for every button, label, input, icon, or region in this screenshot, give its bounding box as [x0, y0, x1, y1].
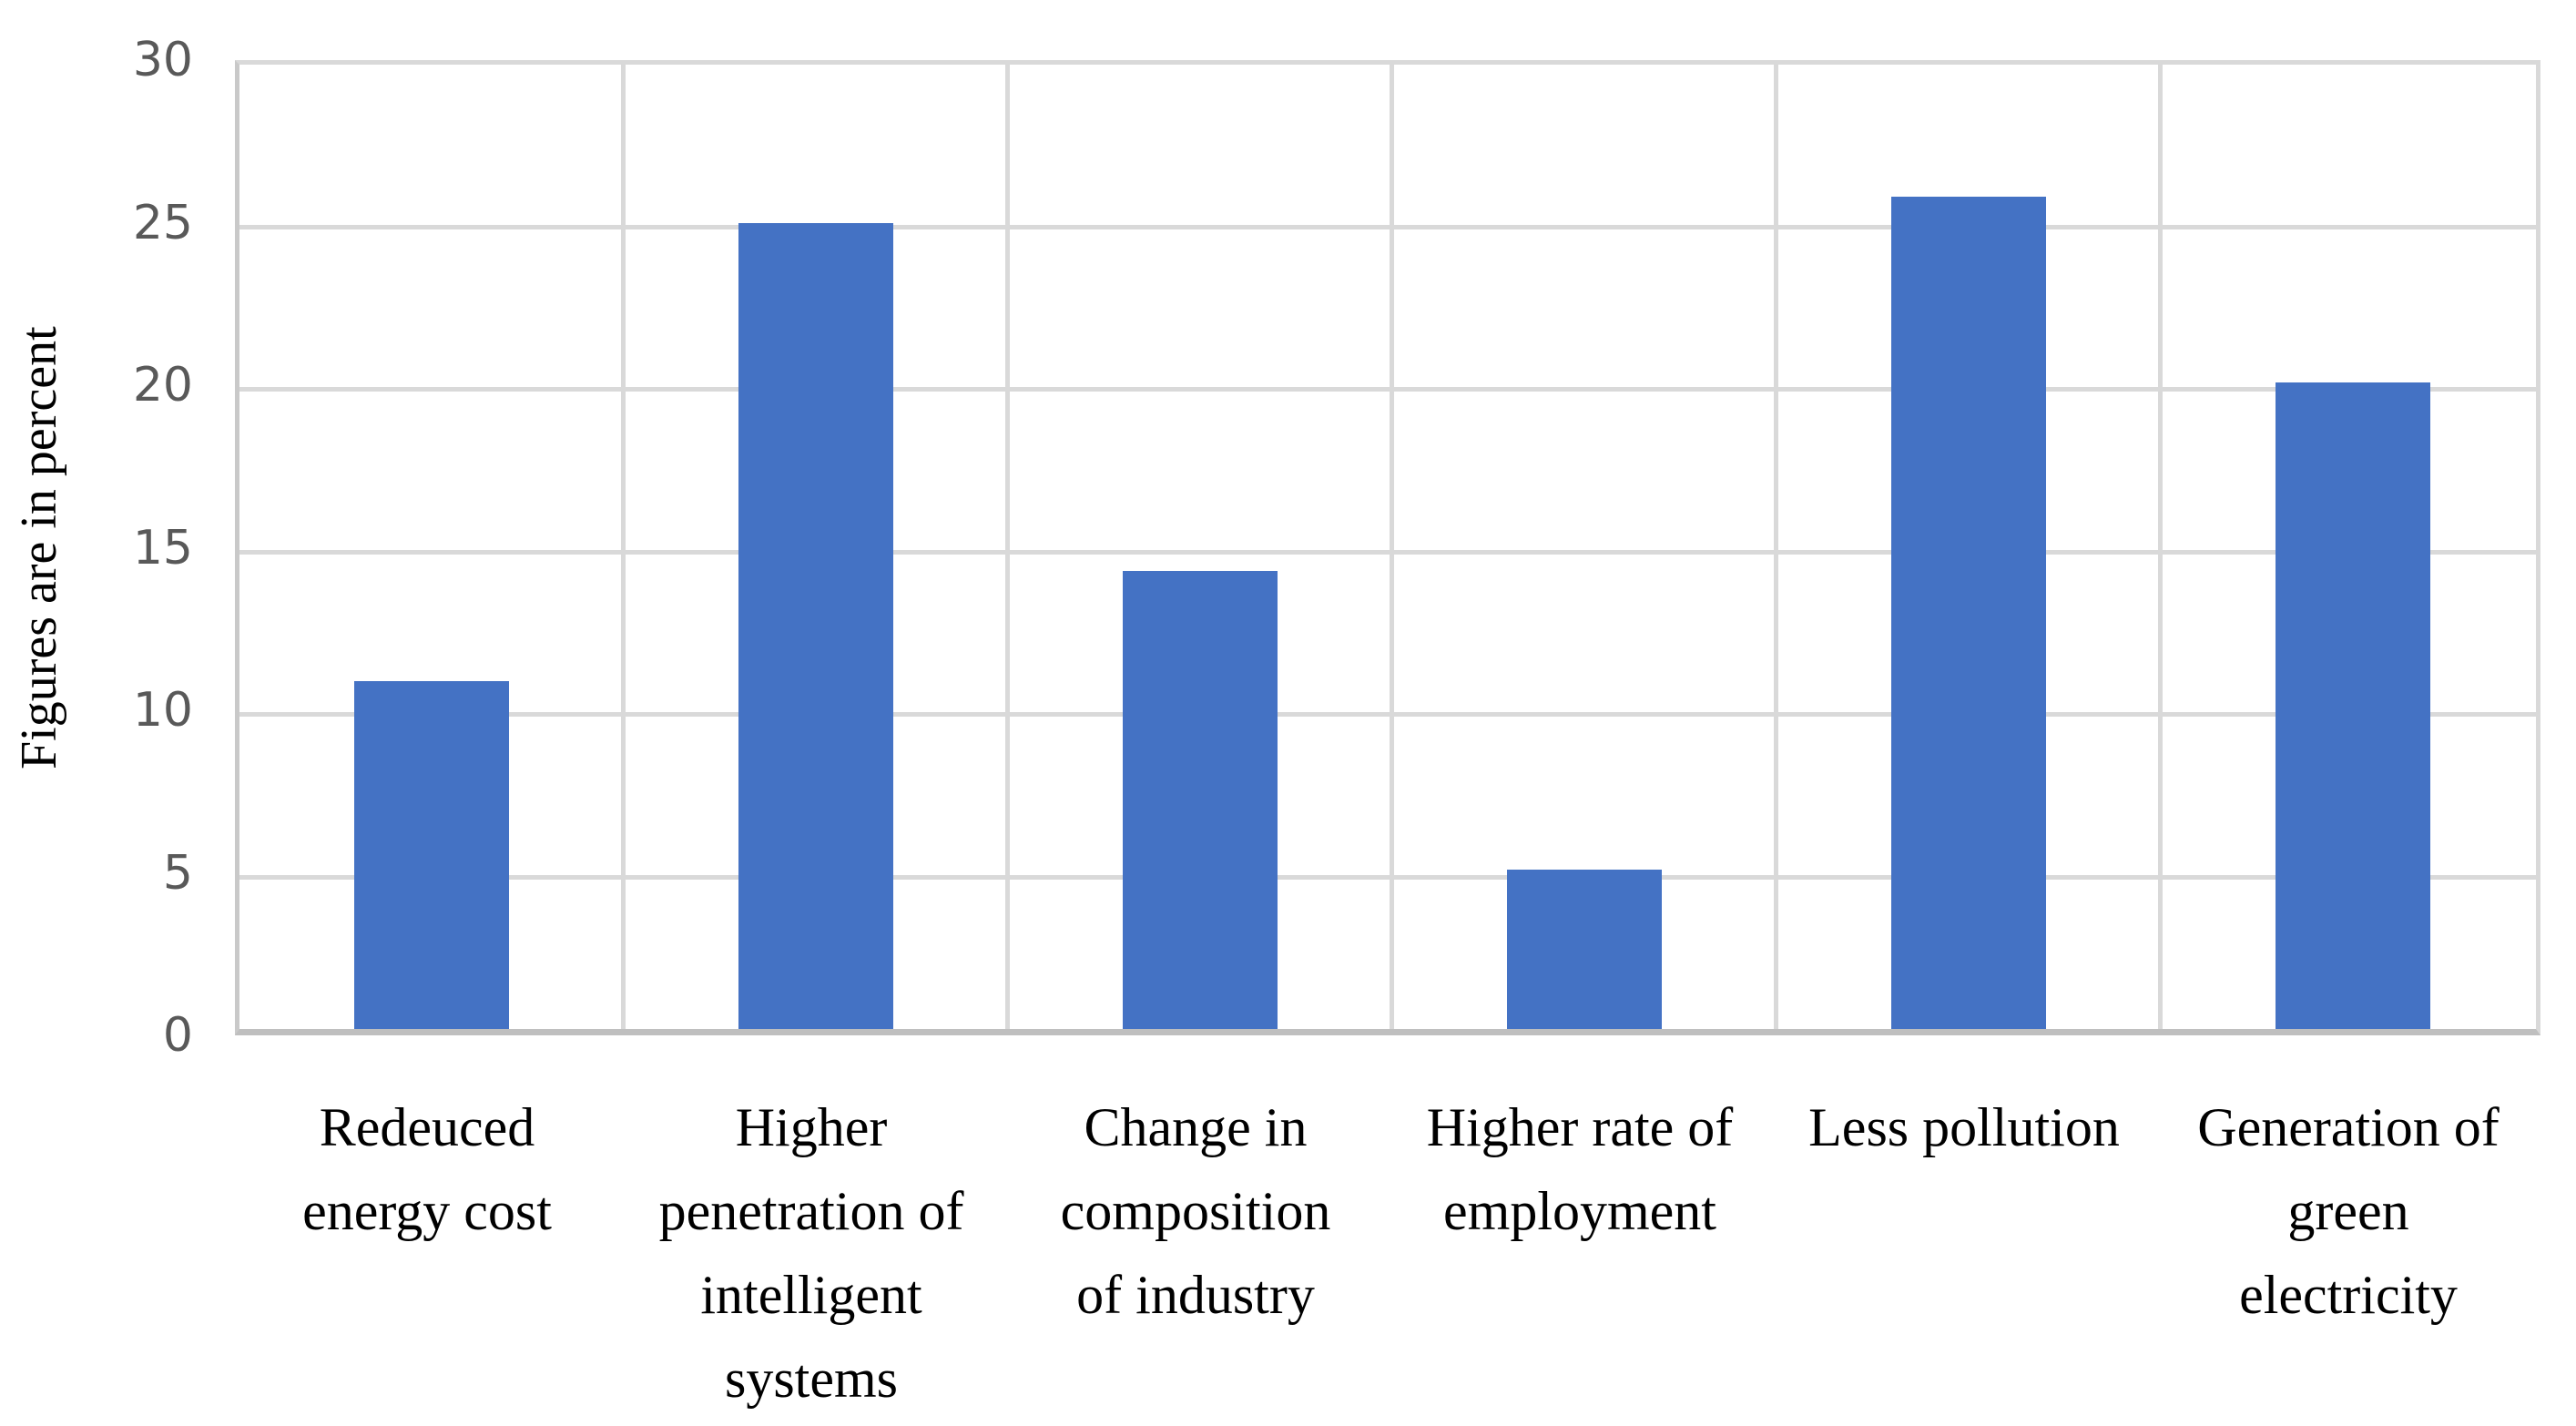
category-label-line: intelligent [700, 1265, 922, 1325]
category-label-line: green [2287, 1181, 2409, 1241]
category-label-6: Generation of green electricity [2156, 1085, 2540, 1337]
y-tick-20: 20 [132, 358, 193, 413]
category-label-2: Higher penetration of intelligent systems [619, 1085, 1003, 1421]
plot-area [235, 60, 2540, 1035]
category-label-line: Redeuced [319, 1097, 535, 1157]
category-label-line: systems [724, 1349, 899, 1409]
gridline-x-3 [1390, 65, 1394, 1029]
gridline-x-1 [621, 65, 626, 1029]
gridline-y-10 [239, 712, 2536, 717]
category-label-line: employment [1443, 1181, 1716, 1241]
y-tick-10: 10 [132, 683, 193, 738]
y-tick-0: 0 [162, 1008, 193, 1063]
gridline-y-20 [239, 387, 2536, 392]
y-tick-15: 15 [132, 520, 193, 575]
category-label-line: energy cost [302, 1181, 552, 1241]
category-label-4: Higher rate of employment [1388, 1085, 1772, 1253]
category-label-5: Less pollution [1772, 1085, 2156, 1169]
bar-2 [738, 222, 893, 1029]
gridline-y-25 [239, 224, 2536, 229]
category-label-line: Higher [735, 1097, 888, 1157]
bar-3 [1123, 570, 1278, 1029]
y-tick-25: 25 [132, 195, 193, 250]
gridline-x-5 [2158, 65, 2163, 1029]
category-label-line: composition [1060, 1181, 1331, 1241]
category-label-3: Change in composition of industry [1003, 1085, 1388, 1337]
category-label-line: electricity [2239, 1265, 2458, 1325]
y-tick-5: 5 [162, 845, 193, 901]
gridline-y-15 [239, 549, 2536, 555]
category-label-line: of industry [1076, 1265, 1315, 1325]
category-label-line: Higher rate of [1426, 1097, 1734, 1157]
gridline-x-2 [1005, 65, 1010, 1029]
gridline-x-4 [1774, 65, 1778, 1029]
bar-6 [2276, 382, 2430, 1029]
x-axis-labels: Redeuced energy cost Higher penetration of i… [235, 1085, 2540, 1426]
category-label-1: Redeuced energy cost [235, 1085, 619, 1253]
y-tick-30: 30 [132, 33, 193, 87]
category-label-line: penetration of [658, 1181, 964, 1241]
bar-4 [1507, 870, 1662, 1029]
gridline-y-5 [239, 874, 2536, 880]
category-label-line: Change in [1084, 1097, 1308, 1157]
bar-1 [354, 681, 509, 1029]
category-label-line: Generation of [2197, 1097, 2500, 1157]
category-label-line: Less pollution [1808, 1097, 2120, 1157]
bar-5 [1891, 197, 2046, 1029]
